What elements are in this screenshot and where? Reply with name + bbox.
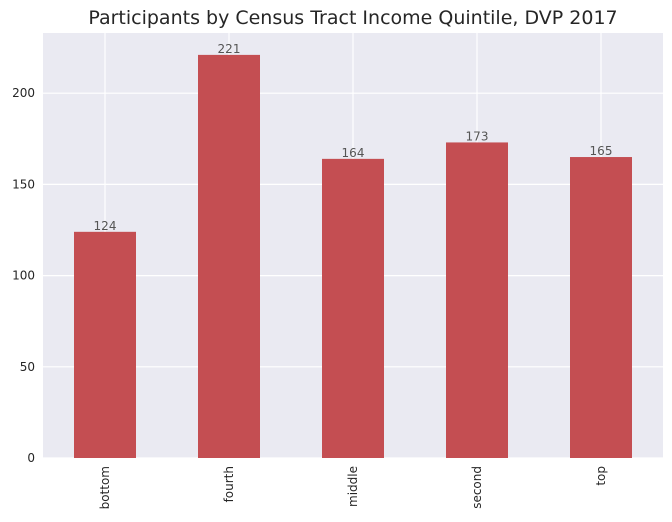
y-axis-ticks: 0 50 100 150 200 — [12, 86, 35, 465]
data-labels: 124 221 164 173 165 — [94, 42, 613, 233]
bar-bottom — [74, 231, 136, 458]
bar-fourth — [198, 54, 260, 458]
y-tick-label: 100 — [12, 269, 35, 283]
bar-top — [570, 157, 632, 458]
bars — [74, 54, 632, 458]
data-label-second: 173 — [466, 129, 489, 143]
data-label-fourth: 221 — [218, 42, 241, 56]
x-tick-label-bottom: bottom — [98, 466, 112, 509]
bar-middle — [322, 158, 384, 458]
x-tick-label-middle: middle — [346, 466, 360, 507]
y-tick-label: 50 — [20, 360, 35, 374]
x-axis-ticks: bottom fourth middle second top — [98, 466, 608, 509]
x-tick-label-top: top — [594, 466, 608, 486]
y-tick-label: 0 — [27, 451, 35, 465]
x-tick-label-second: second — [470, 466, 484, 509]
bar-second — [446, 142, 508, 458]
y-tick-label: 200 — [12, 86, 35, 100]
y-tick-label: 150 — [12, 177, 35, 191]
data-label-top: 165 — [590, 144, 613, 158]
data-label-bottom: 124 — [94, 219, 117, 233]
chart-title: Participants by Census Tract Income Quin… — [88, 7, 617, 29]
data-label-middle: 164 — [342, 146, 365, 160]
x-tick-label-fourth: fourth — [222, 466, 236, 502]
